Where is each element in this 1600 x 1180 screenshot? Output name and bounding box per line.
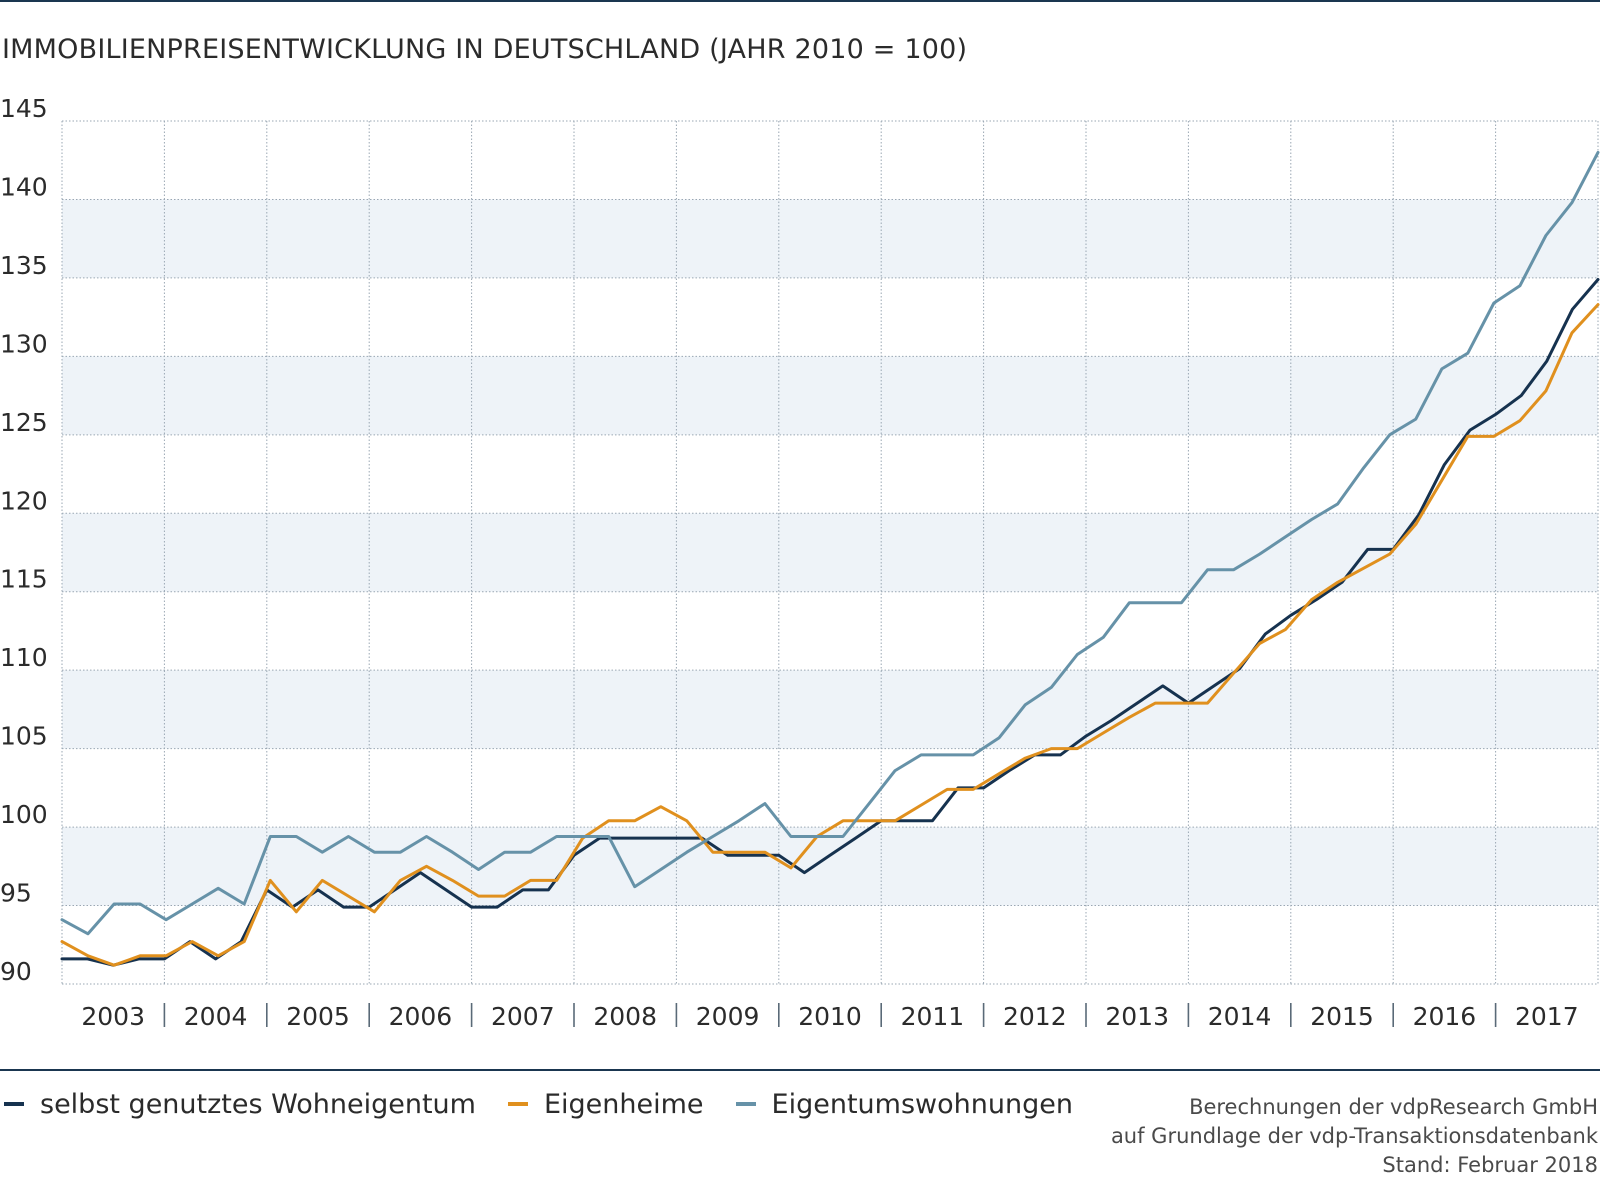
grid-band xyxy=(62,827,1598,906)
legend-label-eigenheime: Eigenheime xyxy=(543,1088,704,1120)
top-rule xyxy=(0,0,1600,2)
legend: selbst genutztes Wohneigentum Eigenheime… xyxy=(4,1086,1105,1122)
y-tick-label: 120 xyxy=(0,486,48,515)
x-tick-label: 2011 xyxy=(901,1002,965,1031)
y-tick-label: 110 xyxy=(0,643,48,672)
y-tick-label: 100 xyxy=(0,800,48,829)
source-line-1: Berechnungen der vdpResearch GmbH xyxy=(1189,1095,1598,1119)
x-tick-label: 2013 xyxy=(1105,1002,1169,1031)
x-axis: 2003 2004 2005 2006 2007 2008 2009 2010 2011 2012… xyxy=(81,1002,1578,1031)
x-tick-label: 2017 xyxy=(1515,1002,1579,1031)
y-tick-label: 140 xyxy=(0,172,48,201)
x-tick-label: 2009 xyxy=(696,1002,760,1031)
grid-band xyxy=(62,356,1598,435)
source-line-3: Stand: Februar 2018 xyxy=(1382,1153,1598,1177)
source-note: Berechnungen der vdpResearch GmbH auf Gr… xyxy=(1111,1093,1598,1180)
legend-item-eigenheime: Eigenheime xyxy=(507,1088,704,1120)
y-tick-label: 95 xyxy=(0,879,32,908)
x-tick-label: 2006 xyxy=(389,1002,453,1031)
x-tick-label: 2003 xyxy=(81,1002,145,1031)
chart-series xyxy=(60,150,1600,967)
x-tick-label: 2014 xyxy=(1208,1002,1272,1031)
series-line-eigentumswohnungen xyxy=(60,150,1600,936)
legend-label-eigentumswohnungen: Eigentumswohnungen xyxy=(771,1088,1073,1120)
legend-label-selbst-genutztes-wohneigentum: selbst genutztes Wohneigentum xyxy=(40,1088,476,1120)
series-line-selbst-genutztes-wohneigentum xyxy=(60,278,1600,967)
grid-band xyxy=(62,199,1598,278)
x-tick-label: 2007 xyxy=(491,1002,555,1031)
legend-swatch-selbst-genutztes-wohneigentum xyxy=(4,1102,24,1106)
y-axis: 90 95 100 105 110 115 120 125 130 135 140 145 xyxy=(0,94,48,986)
x-tick-label: 2004 xyxy=(184,1002,248,1031)
x-tick-label: 2010 xyxy=(798,1002,862,1031)
y-tick-label: 135 xyxy=(0,251,48,280)
y-tick-label: 130 xyxy=(0,329,48,358)
y-tick-label: 125 xyxy=(0,408,48,437)
x-tick-label: 2008 xyxy=(593,1002,657,1031)
legend-swatch-eigentumswohnungen xyxy=(735,1102,756,1106)
x-tick-label: 2012 xyxy=(1003,1002,1067,1031)
y-tick-label: 90 xyxy=(0,957,32,986)
legend-item-eigentumswohnungen: Eigentumswohnungen xyxy=(735,1088,1073,1120)
x-tick-label: 2016 xyxy=(1413,1002,1477,1031)
chart-bands xyxy=(62,199,1598,906)
y-tick-label: 145 xyxy=(0,94,48,123)
grid-band xyxy=(62,670,1598,749)
legend-item-selbst-genutztes-wohneigentum: selbst genutztes Wohneigentum xyxy=(4,1089,476,1120)
legend-swatch-eigenheime xyxy=(507,1102,528,1106)
series-line-eigenheime xyxy=(60,303,1600,967)
y-tick-label: 115 xyxy=(0,565,48,594)
bottom-rule xyxy=(0,1069,1600,1071)
chart-title: IMMOBILIENPREISENTWICKLUNG IN DEUTSCHLAN… xyxy=(2,34,968,65)
x-tick-label: 2005 xyxy=(286,1002,350,1031)
x-tick-label: 2015 xyxy=(1310,1002,1374,1031)
y-tick-label: 105 xyxy=(0,722,48,751)
grid-band xyxy=(62,513,1598,592)
source-line-2: auf Grundlage der vdp-Transaktionsdatenb… xyxy=(1110,1124,1598,1148)
